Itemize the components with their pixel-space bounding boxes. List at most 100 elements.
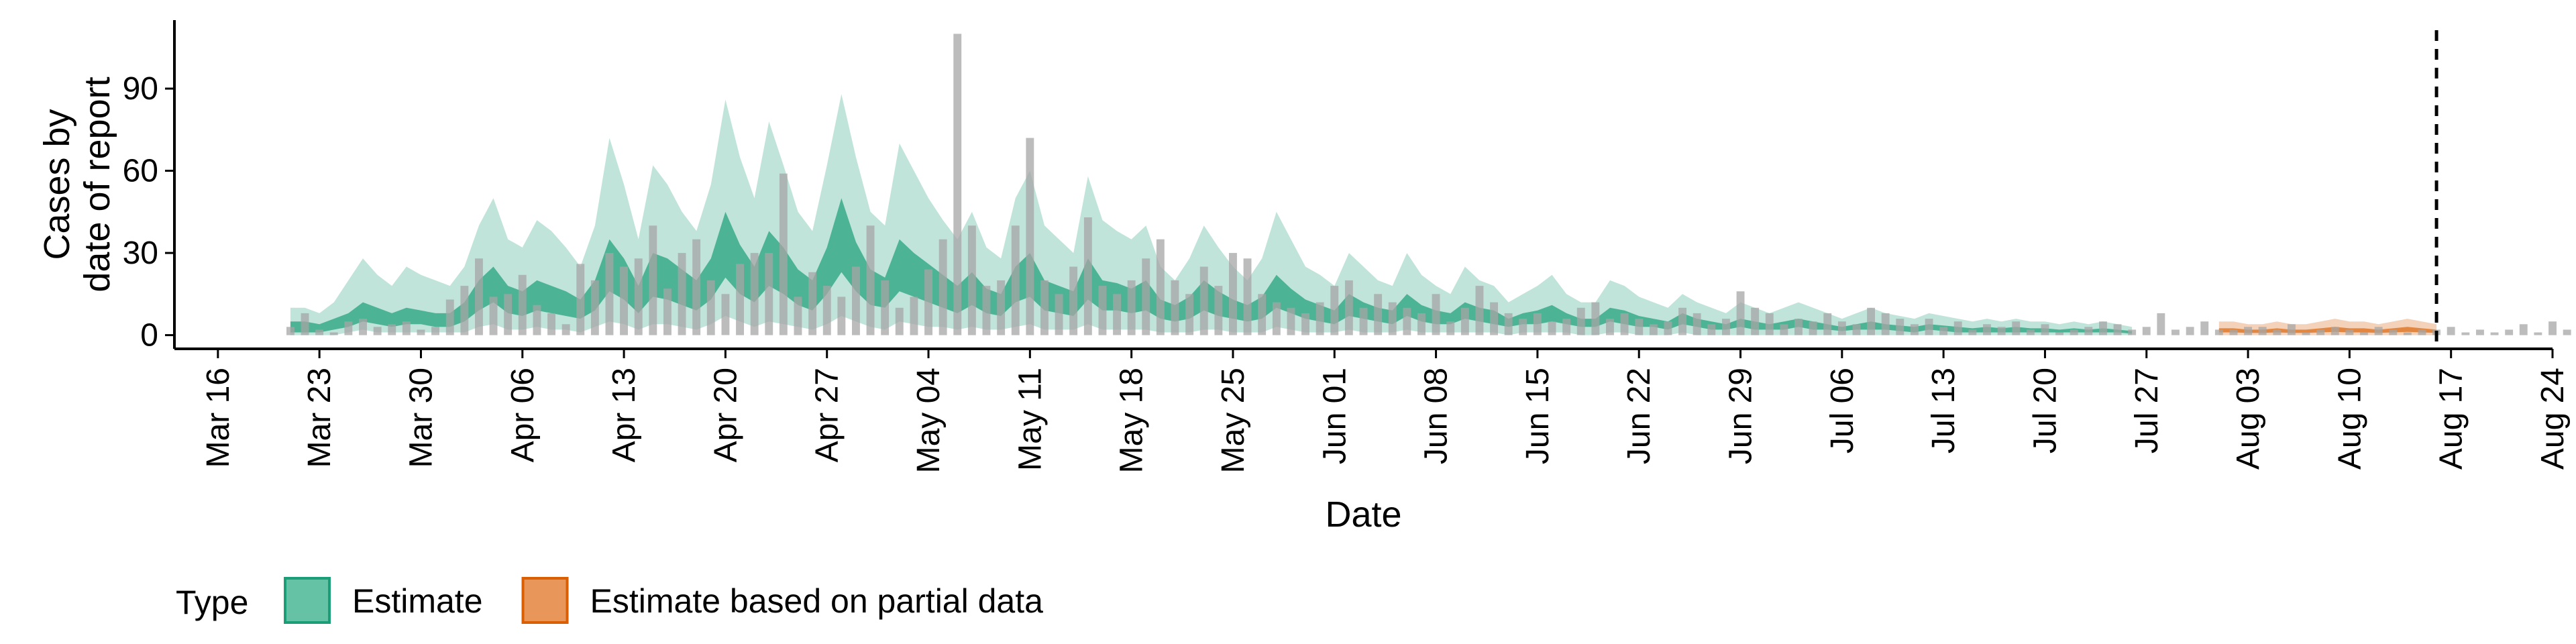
x-tick-label: Jun 22 [1621,368,1657,464]
y-ticks: 0 30 60 90 [123,71,174,354]
reported-case-bar [1722,319,1730,335]
x-tick-label: May 11 [1012,368,1048,471]
reported-case-bar [1344,280,1353,335]
reported-case-bar [1214,286,1223,335]
reported-case-bar [634,258,643,335]
y-axis-title: Cases bydate of report [37,76,117,292]
reported-case-bar [286,327,294,335]
reported-case-bar [344,321,353,335]
reported-case-bar [736,264,744,335]
reported-case-bar [779,173,788,335]
reported-case-bar [1069,266,1078,335]
reported-case-bar [1548,321,1556,335]
reported-case-bar [692,239,701,335]
reported-case-bar [2157,313,2165,335]
reported-case-bar [1736,291,1745,335]
reported-case-bar [1606,319,1614,335]
reported-case-bar [895,307,904,335]
reported-case-bar [2258,327,2267,335]
reported-case-bar [1388,302,1397,335]
reported-case-bar [1026,138,1034,335]
estimate-bands [290,94,2133,335]
reported-case-bar [1243,258,1252,335]
reported-case-bar [1330,286,1339,335]
reported-case-bar [460,286,469,335]
reported-case-bar [1040,280,1049,335]
reported-case-bar [2505,329,2514,335]
reported-case-bar [533,305,541,335]
reported-case-bar [1199,266,1208,335]
x-tick-label: Aug 24 [2535,368,2571,470]
x-ticks: Mar 16 Mar 23 Mar 30 Apr 06 Apr 13 Apr 20 Apr … [201,349,2571,473]
x-tick-label: May 25 [1216,368,1251,473]
reported-case-bar [1229,253,1237,335]
reported-case-bar [2244,327,2252,335]
x-tick-label: Mar 23 [302,368,337,468]
reported-case-bar [1939,327,1948,335]
x-tick-label: May 04 [911,368,947,473]
reported-case-bar [2476,329,2484,335]
reported-case-bar [561,324,570,335]
reported-case-bar [794,297,802,335]
reported-case-bar [1925,319,1933,335]
reported-case-bar [1751,307,1760,335]
reported-case-bar [1765,313,1774,335]
x-tick-label: Apr 13 [606,368,642,462]
reported-case-bar [2084,327,2093,335]
reported-case-bar [1664,321,1672,335]
x-tick-label: Mar 16 [201,368,236,468]
axes: 0 30 60 90 Mar 16 Mar 23 Mar 30 Apr 06 Apr 13 Ap… [123,20,2571,473]
reported-case-bar [1171,280,1179,335]
reported-case-bar [547,313,555,335]
reported-case-bar [2229,329,2238,335]
reported-case-bar [1576,307,1585,335]
reported-case-bar [822,286,831,335]
reported-case-bar [2214,329,2223,335]
legend: Type Estimate Estimate based on partial d… [176,577,1043,624]
x-tick-label: Jun 08 [1419,368,1454,464]
reported-case-bar [1316,302,1324,335]
reported-case-bar [2171,329,2180,335]
reported-case-bar [750,253,759,335]
y-tick-label: 60 [123,154,158,189]
reported-case-bar [1533,313,1542,335]
reported-case-bar [852,266,860,335]
reported-case-bar [706,280,715,335]
reported-case-bar [1301,313,1309,335]
reported-case-bar [1983,324,1991,335]
reported-case-bar [2302,332,2310,335]
reported-case-bar [1403,307,1411,335]
reported-case-bar [1953,321,1962,335]
reported-case-bar [1083,217,1092,335]
reported-case-bar [1011,225,1020,335]
reported-case-bar [1693,313,1701,335]
x-tick-label: Apr 27 [810,368,845,462]
reported-case-bar [2330,327,2339,335]
reported-case-bar [2389,329,2398,335]
reported-case-bar [663,288,672,335]
reported-case-bar [2519,324,2528,335]
reported-case-bar [1519,319,1527,335]
reported-case-bar [475,258,483,335]
reported-case-bar [2288,324,2296,335]
reported-case-bar [1287,307,1295,335]
reported-case-bar [1359,307,1368,335]
reported-case-bar [1156,239,1165,335]
legend-swatch [284,577,331,624]
reported-case-bar [967,225,976,335]
reported-case-bar [1794,319,1803,335]
reported-case-bar [2374,327,2383,335]
reported-case-bar [2142,327,2151,335]
reported-case-bar [1142,258,1150,335]
reported-case-bar [2186,327,2194,335]
reported-case-bar [2534,332,2542,335]
reported-case-bar [2128,329,2137,335]
reported-case-bar [2316,329,2325,335]
reported-case-bar [1852,324,1861,335]
reported-case-bar [1113,294,1121,335]
reported-case-bar [402,321,411,335]
reported-case-bar [329,332,338,335]
x-tick-label: Jul 13 [1926,368,1962,453]
reported-case-bar [1678,307,1686,335]
